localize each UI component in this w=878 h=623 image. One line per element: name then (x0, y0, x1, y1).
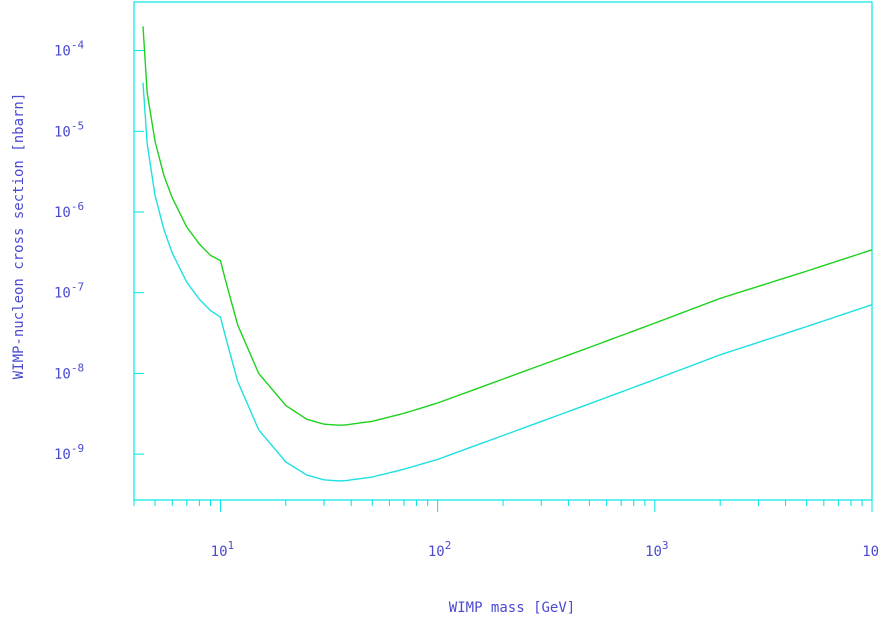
y-tick-label: 10-8 (54, 361, 84, 382)
series-line-2 (142, 82, 873, 482)
x-tick-label: 101 (211, 539, 234, 560)
y-axis-label: WIMP-nucleon cross section [nbarn] (11, 93, 27, 380)
x-axis-tick-labels: 101 102 103 104 (211, 539, 878, 560)
y-axis-ticks (134, 50, 144, 455)
x-tick-label: 103 (645, 539, 668, 560)
series-line-1 (142, 26, 873, 426)
series-lines (142, 26, 873, 482)
y-tick-label: 10-6 (54, 200, 84, 221)
y-axis-tick-labels: 10-9 10-8 10-7 10-6 10-5 10-4 (54, 39, 84, 464)
x-tick-label: 104 (862, 539, 878, 560)
y-tick-label: 10-7 (54, 281, 84, 302)
x-tick-label: 102 (428, 539, 451, 560)
plot-frame (133, 1, 873, 501)
y-tick-label: 10-9 (54, 442, 84, 463)
x-axis-label: WIMP mass [GeV] (449, 600, 575, 616)
x-axis-ticks (133, 500, 873, 512)
y-tick-label: 10-5 (54, 119, 84, 140)
y-tick-label: 10-4 (54, 39, 84, 60)
